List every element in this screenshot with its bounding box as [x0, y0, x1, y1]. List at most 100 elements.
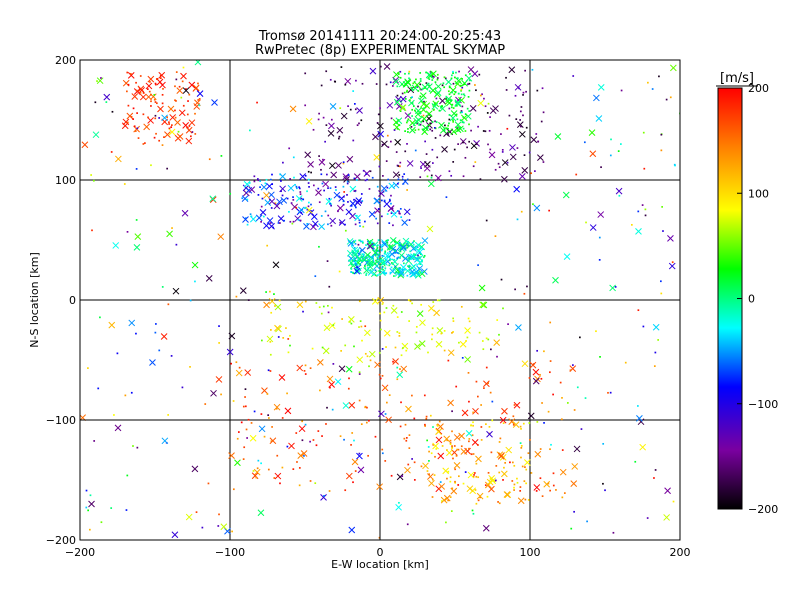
data-point-cross	[447, 349, 455, 357]
data-point-cross	[609, 284, 616, 292]
data-point-cross	[294, 215, 302, 222]
data-point-dot	[110, 507, 113, 509]
data-point-cross	[459, 138, 467, 145]
data-point-dot	[161, 102, 164, 105]
data-point-dot	[386, 134, 389, 137]
data-point-dot	[541, 87, 544, 90]
data-point-dot	[427, 446, 430, 448]
data-point-cross	[410, 245, 417, 252]
data-point-dot	[413, 240, 415, 242]
data-point-dot	[358, 371, 361, 374]
data-point-dot	[385, 239, 388, 242]
data-point-dot	[381, 348, 384, 350]
data-point-cross	[420, 100, 428, 108]
data-point-cross	[373, 197, 381, 205]
data-point-dot	[528, 377, 531, 379]
data-point-dot	[116, 352, 119, 355]
data-point-dot	[90, 174, 92, 176]
data-point-dot	[379, 107, 381, 110]
data-point-dot	[406, 274, 409, 277]
data-point-dot	[485, 337, 488, 340]
data-point-cross	[428, 479, 435, 487]
data-point-dot	[468, 110, 471, 112]
data-point-dot	[376, 222, 379, 225]
data-point-dot	[96, 80, 98, 82]
data-point-dot	[246, 223, 249, 226]
data-point-dot	[443, 127, 446, 130]
data-point-dot	[398, 332, 401, 335]
data-point-dot	[383, 272, 386, 275]
data-point-dot	[330, 118, 333, 121]
data-point-dot	[447, 124, 450, 127]
data-point-dot	[263, 435, 266, 438]
data-point-dot	[423, 128, 425, 131]
data-point-dot	[360, 423, 363, 426]
data-point-cross	[259, 209, 267, 216]
data-point-dot	[289, 334, 291, 337]
data-point-dot	[267, 369, 270, 372]
data-point-dot	[526, 285, 528, 288]
data-point-dot	[468, 447, 470, 450]
data-point-cross	[376, 483, 384, 491]
data-point-dot	[672, 500, 675, 503]
data-point-dot	[382, 255, 385, 258]
data-point-dot	[408, 219, 411, 221]
data-point-dot	[175, 78, 178, 81]
data-point-dot	[315, 302, 318, 304]
data-point-dot	[85, 506, 88, 509]
data-point-dot	[408, 447, 411, 449]
data-point-dot	[424, 86, 427, 88]
data-point-dot	[472, 512, 475, 515]
data-point-dot	[408, 99, 411, 101]
data-point-dot	[494, 479, 497, 482]
data-point-dot	[451, 487, 454, 490]
data-point-dot	[150, 105, 152, 107]
data-point-dot	[391, 207, 394, 210]
data-point-dot	[309, 367, 312, 370]
data-point-dot	[401, 92, 404, 95]
data-point-dot	[296, 461, 298, 463]
data-point-dot	[261, 339, 263, 342]
data-point-dot	[166, 116, 168, 118]
data-point-dot	[374, 243, 377, 246]
data-point-dot	[359, 262, 362, 265]
data-point-dot	[380, 246, 383, 248]
data-point-dot	[362, 241, 364, 244]
data-point-dot	[401, 175, 404, 178]
data-point-dot	[519, 490, 522, 492]
data-point-cross	[460, 114, 468, 122]
data-point-dot	[541, 402, 543, 404]
data-point-cross	[529, 361, 537, 369]
data-point-cross	[178, 109, 186, 117]
data-point-dot	[334, 186, 337, 188]
data-point-dot	[309, 480, 312, 482]
data-point-dot	[411, 88, 413, 90]
data-point-dot	[513, 483, 516, 486]
data-point-dot	[614, 286, 617, 288]
data-point-dot	[365, 272, 368, 275]
data-point-cross	[273, 202, 281, 210]
data-point-dot	[244, 396, 246, 398]
data-point-dot	[270, 207, 273, 209]
data-point-dot	[491, 400, 494, 403]
data-point-dot	[496, 319, 499, 321]
data-point-cross	[378, 410, 385, 418]
data-point-dot	[126, 71, 129, 74]
data-point-dot	[398, 246, 401, 248]
data-point-dot	[372, 261, 374, 264]
data-point-dot	[87, 509, 90, 512]
data-point-dot	[444, 77, 447, 80]
data-point-dot	[462, 127, 465, 130]
data-point-dot	[519, 119, 521, 121]
data-point-dot	[329, 203, 331, 205]
data-point-dot	[399, 248, 402, 251]
data-point-dot	[487, 143, 489, 146]
data-point-dot	[385, 307, 388, 309]
data-point-dot	[399, 76, 402, 79]
data-point-dot	[168, 127, 171, 130]
data-point-dot	[328, 490, 331, 492]
data-point-dot	[330, 204, 332, 207]
data-point-dot	[425, 82, 428, 85]
data-point-dot	[479, 94, 482, 97]
data-point-cross	[174, 119, 181, 126]
